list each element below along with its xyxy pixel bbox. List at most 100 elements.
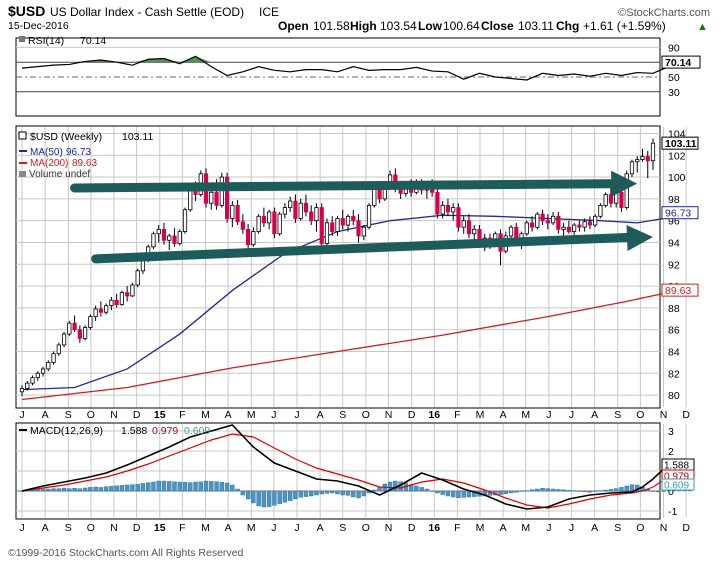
price-x-label: J: [569, 409, 574, 421]
candle-body: [314, 207, 319, 222]
macd-histogram-bar: [161, 480, 167, 492]
price-x-label: J: [294, 409, 299, 421]
chg-value: +1.61 (+1.59%): [583, 19, 666, 33]
candle-body: [35, 372, 40, 379]
rsi-legend-swatch: [19, 36, 25, 42]
macd-chart: [19, 424, 693, 510]
ma200-legend-label: MA(200): [30, 158, 68, 169]
candle-body: [230, 205, 235, 219]
candle-body: [156, 228, 161, 235]
copyright: ©1999-2016 StockCharts.com All Rights Re…: [8, 547, 244, 559]
candle-body: [93, 308, 98, 318]
macd-x-label: O: [87, 522, 95, 534]
macd-x-label: J: [271, 522, 276, 534]
macd-histogram-bar: [224, 482, 230, 492]
macd-x-label: J: [569, 522, 574, 534]
price-x-label: D: [682, 409, 690, 421]
macd-histogram-bar: [309, 490, 314, 497]
axis-labels: 3050709070.14808284868890929496981001021…: [19, 42, 701, 534]
macd-histogram-bar: [587, 490, 593, 493]
macd-histogram-bar: [209, 481, 214, 492]
price-x-label: J: [271, 409, 276, 421]
macd-histogram-bar: [287, 490, 293, 501]
macd-x-label: N: [110, 522, 118, 534]
macd-histogram-bar: [256, 490, 261, 507]
macd-histogram-bar: [429, 490, 435, 492]
candle-body: [277, 213, 282, 235]
macd-histogram-bar: [303, 490, 309, 497]
macd-histogram-bar: [345, 490, 351, 496]
ma200-legend-value: 89.63: [72, 158, 97, 169]
price-x-label: J: [19, 409, 24, 421]
candle-body: [472, 228, 477, 235]
macd-legend-label: MACD(12,26,9): [30, 425, 103, 437]
macd-histogram-bar: [498, 490, 503, 495]
macd-histogram-bar: [82, 487, 88, 492]
macd-histogram-bar: [188, 482, 193, 492]
candle-body: [40, 368, 46, 374]
candle-body: [366, 205, 372, 228]
macd-histogram-bar: [266, 490, 272, 507]
macd-histogram-bar: [182, 482, 188, 492]
macd-histogram-bar: [461, 490, 466, 498]
close-label: Close: [481, 19, 514, 33]
macd-histogram-bar: [151, 481, 156, 492]
candle-body: [561, 226, 566, 230]
macd-histogram-bar: [314, 490, 319, 496]
rsi-legend: RSI(14) 70.14: [19, 35, 106, 47]
macd-x-label: S: [614, 522, 621, 534]
candle-body: [51, 353, 56, 363]
macd-histogram-bar: [598, 490, 603, 492]
macd-histogram-bar: [387, 481, 393, 492]
rsi-line: [21, 55, 690, 81]
candle-body: [608, 194, 614, 204]
macd-legend-value: 1.588: [121, 425, 147, 437]
ma200-last-value-box: [661, 283, 699, 297]
macd-x-label: J: [19, 522, 24, 534]
candle-body: [351, 215, 356, 222]
macd-histogram-bar: [529, 489, 535, 492]
macd-histogram-bar: [67, 488, 72, 492]
candle-body: [566, 226, 571, 232]
macd-histogram-bar: [40, 488, 46, 492]
candle-body: [451, 207, 456, 213]
macd-histogram-bar: [235, 488, 240, 492]
macd-histogram-bar: [135, 484, 140, 492]
price-tick-label: 92: [668, 259, 680, 271]
macd-histogram-bar: [656, 490, 661, 493]
macd-histogram-bar: [524, 490, 529, 492]
candle-body: [209, 191, 214, 204]
candle-body: [282, 207, 288, 215]
volume-legend-swatch: [19, 171, 26, 177]
candle-body: [456, 207, 461, 228]
candle-body: [25, 382, 30, 389]
macd-histogram-bar: [503, 490, 508, 494]
volume-legend-label: Volume undef: [29, 169, 90, 180]
instrument-name: US Dollar Index - Cash Settle (EOD): [50, 5, 244, 19]
price-last-value-box: [661, 136, 699, 150]
low-label: Low: [418, 19, 443, 33]
macd-histogram-bar: [46, 488, 51, 492]
price-x-label: N: [660, 409, 668, 421]
macd-x-label: F: [454, 522, 460, 534]
candle-body: [140, 259, 146, 272]
candle-body: [272, 211, 277, 235]
price-x-label: A: [42, 409, 49, 421]
macd-x-label: D: [682, 522, 690, 534]
macd-histogram-bar: [219, 482, 225, 492]
macd-histogram-bar: [61, 487, 67, 492]
price-x-label: A: [225, 409, 232, 421]
ma50-legend-label: MA(50): [30, 147, 63, 158]
macd-histogram-bar: [582, 490, 587, 493]
price-legend-swatch: [18, 131, 27, 140]
rsi-tick-label: 90: [668, 42, 680, 54]
macd-histogram-bar: [650, 490, 656, 492]
candle-body: [119, 292, 125, 306]
candle-body: [256, 215, 261, 232]
macd-histogram-bar: [282, 490, 288, 503]
macd-histogram-bar: [351, 490, 356, 498]
macd-histogram-bar: [35, 489, 40, 492]
macd-histogram-bar: [198, 481, 203, 492]
macd-histogram-bar: [167, 481, 172, 492]
macd-tick-label: 3: [668, 426, 674, 438]
